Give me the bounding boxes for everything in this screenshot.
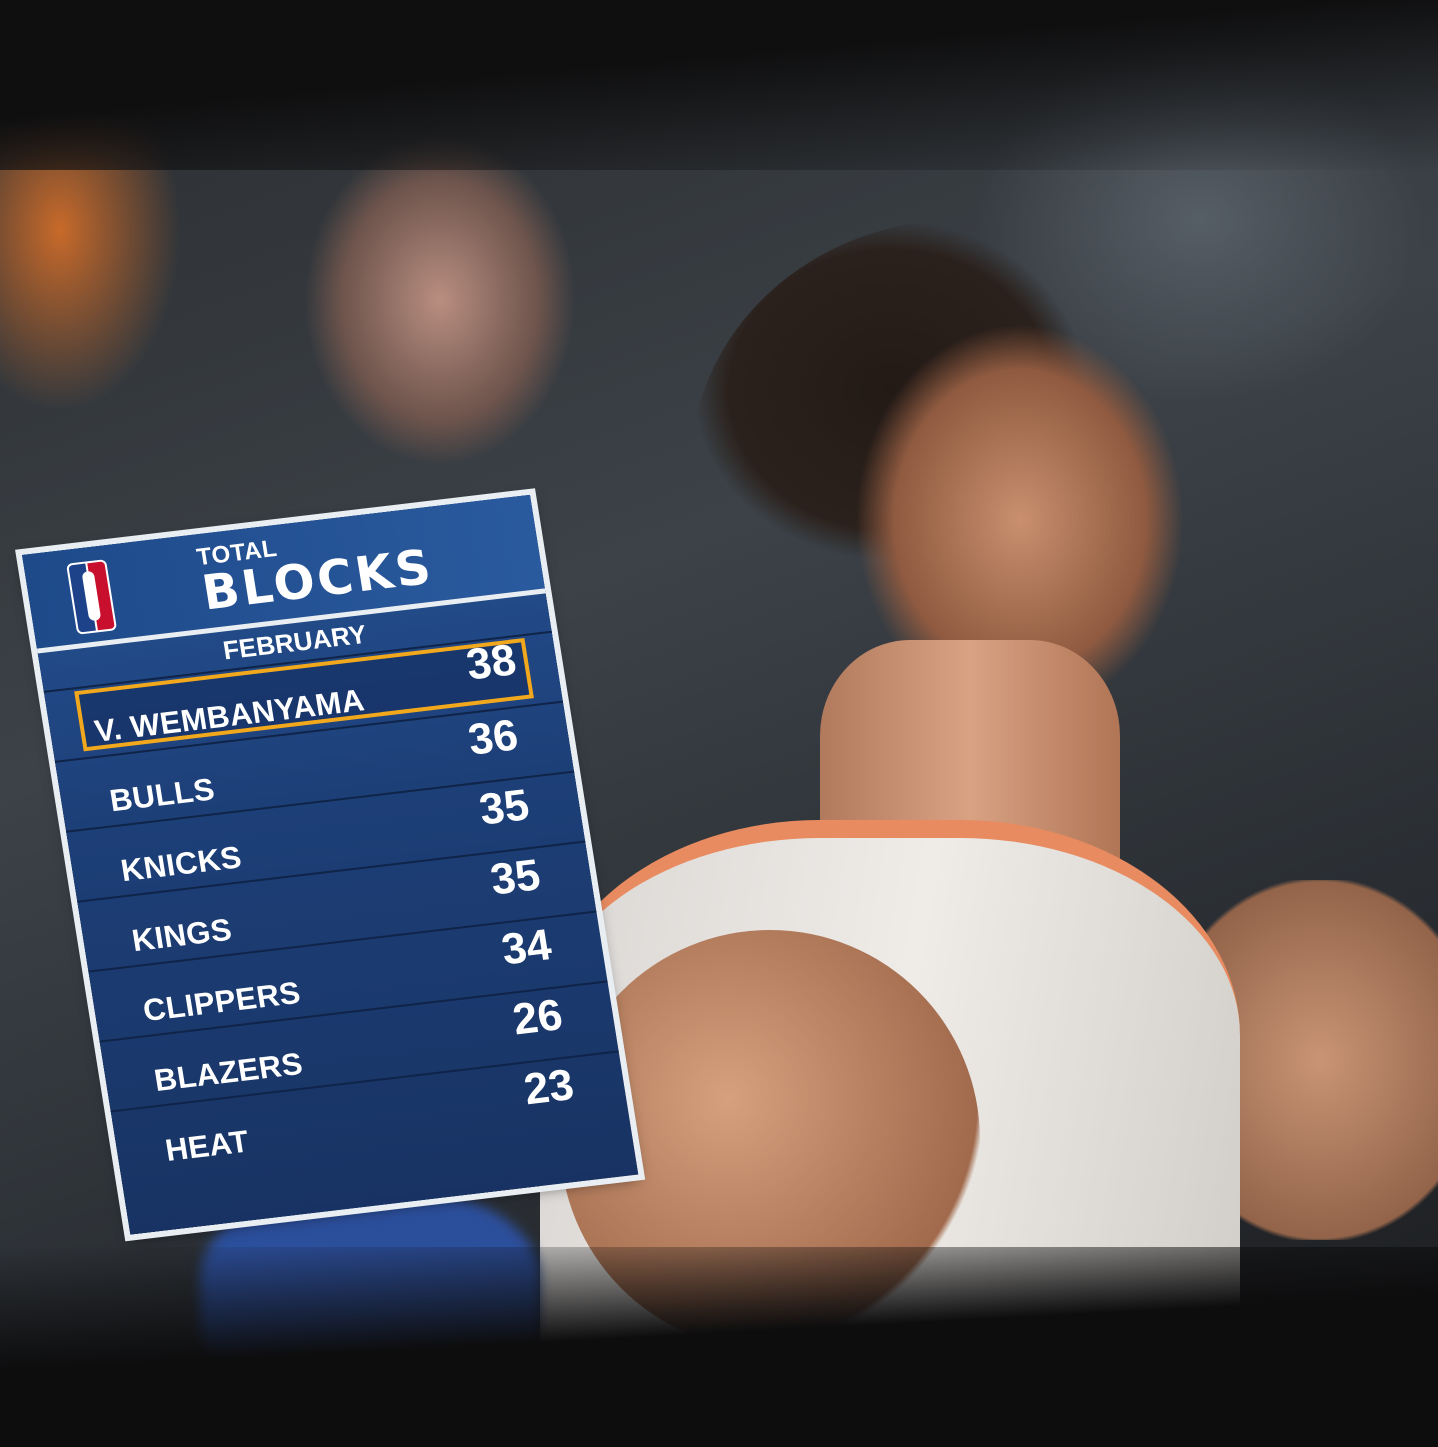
- row-name: BULLS: [107, 771, 218, 819]
- row-value: 35: [487, 850, 544, 905]
- row-name: HEAT: [162, 1123, 252, 1168]
- tv-bezel-top: [0, 0, 1438, 170]
- row-name: KNICKS: [118, 839, 244, 889]
- row-value: 23: [520, 1060, 578, 1115]
- nba-logo-icon: [66, 559, 118, 635]
- row-value: 36: [464, 710, 522, 765]
- tv-bezel-bottom: [0, 1247, 1438, 1447]
- row-value: 34: [498, 920, 555, 975]
- row-value: 35: [475, 780, 533, 835]
- row-name: KINGS: [129, 911, 235, 959]
- row-value: 26: [509, 990, 566, 1045]
- row-value: 38: [463, 635, 520, 690]
- row-name: BLAZERS: [151, 1045, 306, 1098]
- stats-graphic: TOTAL BLOCKS FEBRUARY V. WEMBANYAMA 38 B…: [22, 494, 639, 1235]
